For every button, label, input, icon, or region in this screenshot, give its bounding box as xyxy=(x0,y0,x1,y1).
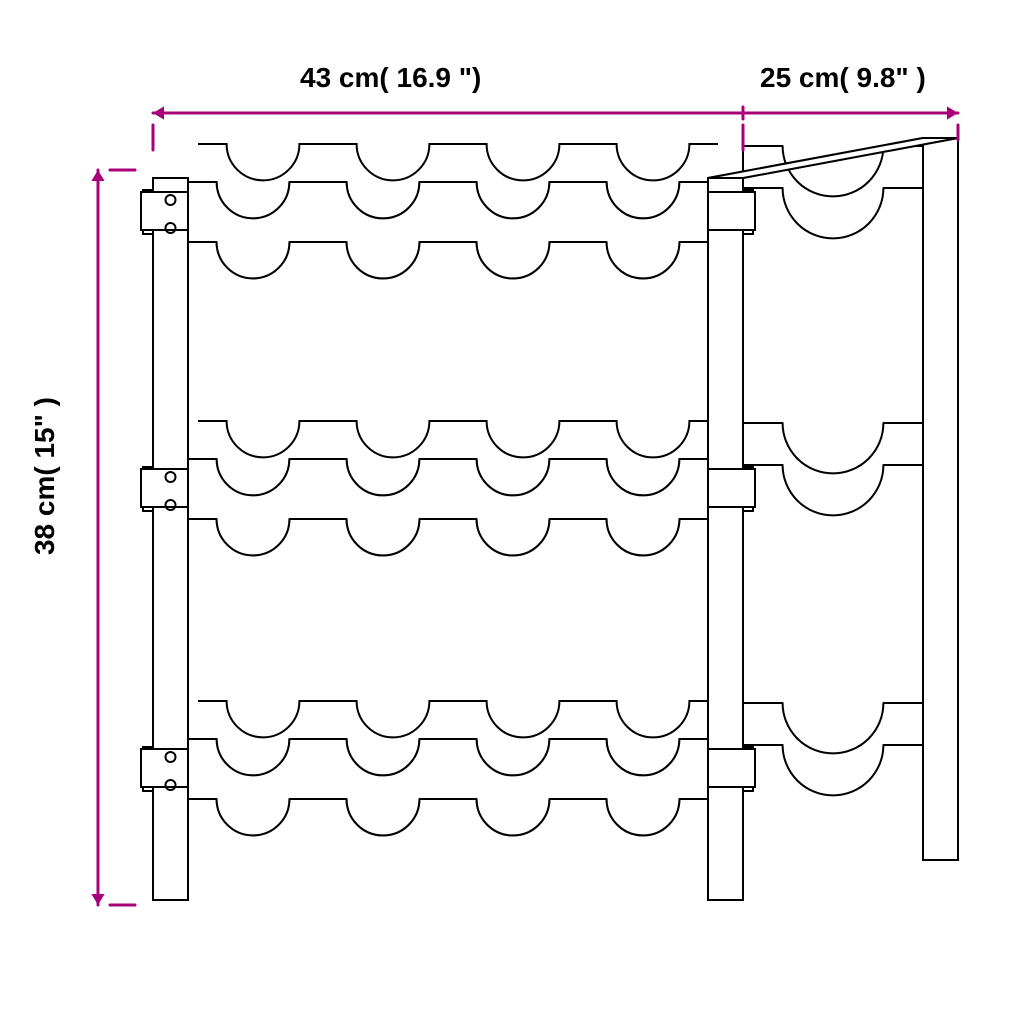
dim-depth-label: 25 cm( 9.8" ) xyxy=(760,62,926,94)
dim-width-label: 43 cm( 16.9 ") xyxy=(300,62,481,94)
dim-height-label: 38 cm( 15" ) xyxy=(29,376,61,576)
wine-rack-diagram xyxy=(0,0,1024,1024)
